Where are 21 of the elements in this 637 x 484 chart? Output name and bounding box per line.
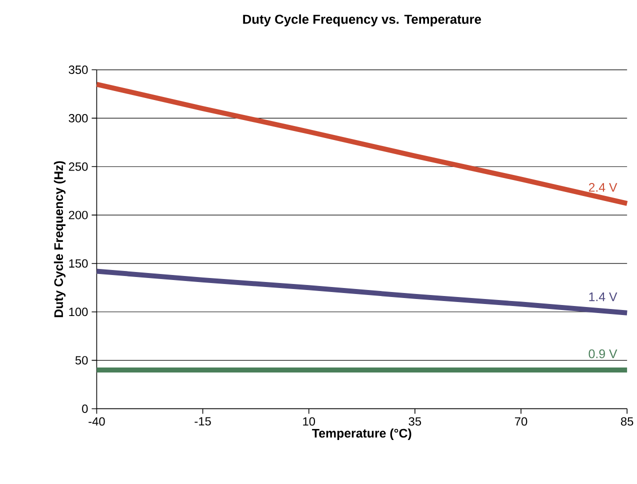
- y-tick-label: 250: [68, 162, 88, 172]
- y-tick-label: 100: [69, 308, 88, 316]
- y-axis-title: Duty Cycle Frequency (Hz): [54, 161, 66, 318]
- y-tick-label: 150: [69, 259, 88, 268]
- y-tick-label: 50: [75, 356, 88, 365]
- x-tick-label: 35: [408, 417, 422, 426]
- y-tick-label: 350: [68, 66, 88, 74]
- x-tick-label: 85: [620, 417, 634, 426]
- y-tick-label: 0: [82, 404, 88, 414]
- y-tick-label: 300: [68, 114, 88, 123]
- x-axis-title: Temperature (°C): [312, 428, 412, 440]
- line-series: [94, 82, 630, 206]
- series-label: 2.4 V: [588, 183, 618, 192]
- x-tick-label: 10: [303, 417, 316, 426]
- x-tick-label: -40: [88, 417, 105, 426]
- x-tick-label: -15: [194, 417, 211, 426]
- series-label: 1.4 V: [589, 292, 618, 302]
- chart-title: Duty Cycle Frequency vs. Temperature: [243, 14, 482, 27]
- y-tick-label: 200: [68, 211, 88, 220]
- x-tick-label: 70: [514, 417, 528, 426]
- series-label: 0.9 V: [588, 350, 618, 358]
